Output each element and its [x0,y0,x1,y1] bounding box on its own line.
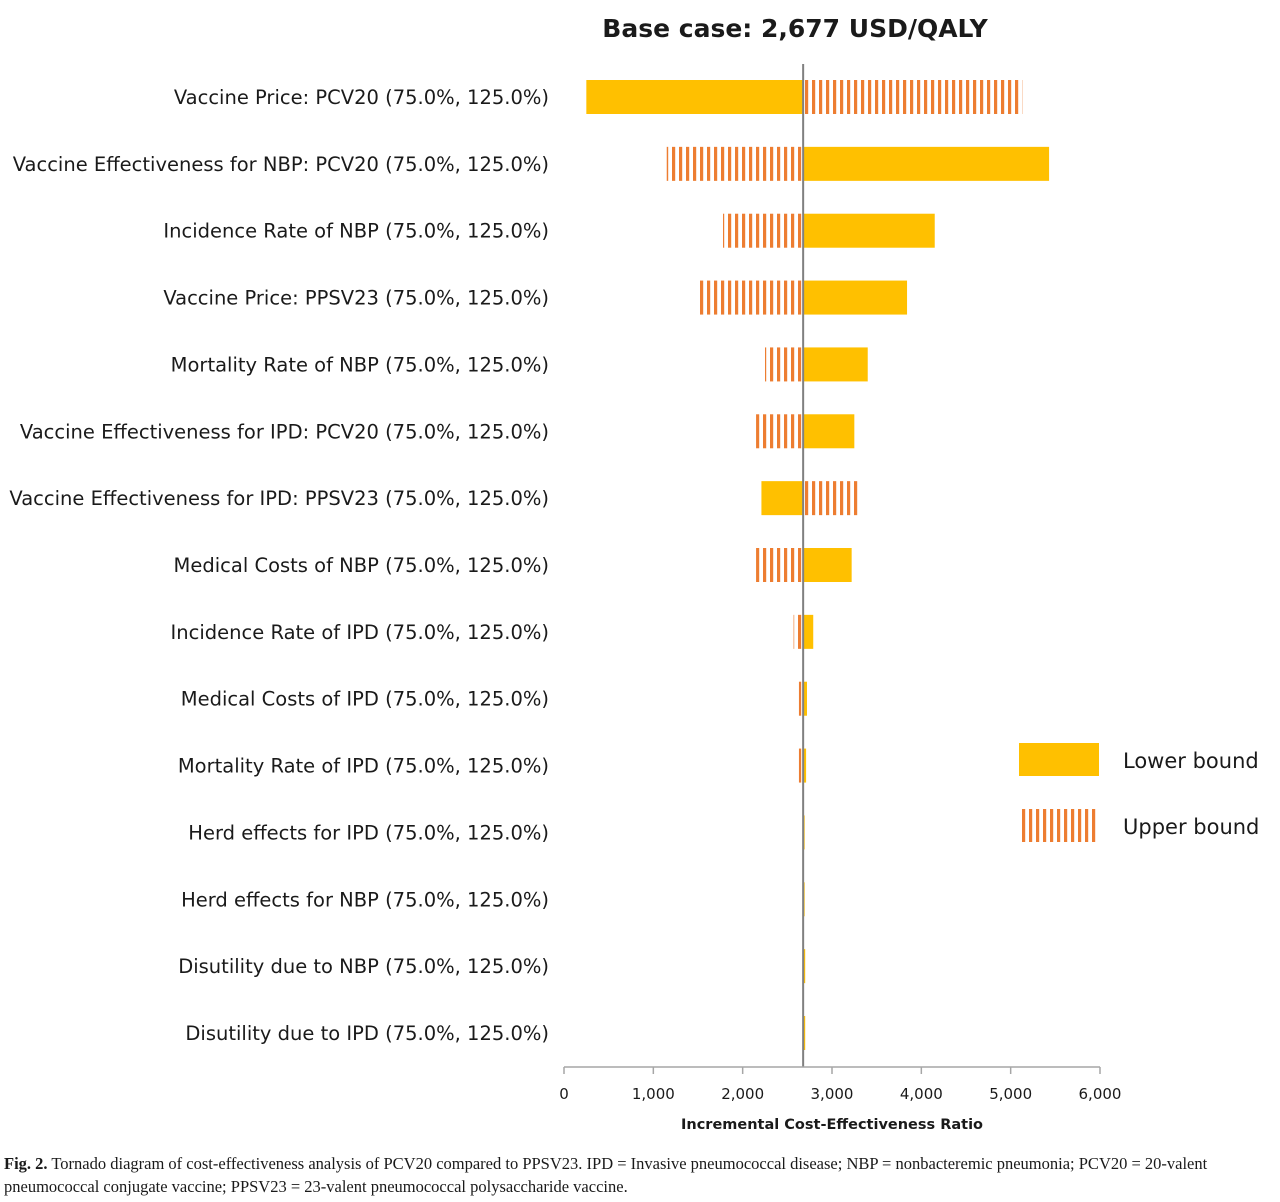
bar-upper-2 [723,213,804,248]
category-label-0: Vaccine Price: PCV20 (75.0%, 125.0%) [174,86,549,109]
category-label-13: Disutility due to NBP (75.0%, 125.0%) [178,955,549,978]
bar-lower-4 [803,347,868,382]
x-tick-label-3: 3,000 [811,1085,854,1103]
bar-upper-5 [756,414,804,449]
bar-lower-2 [803,213,935,248]
legend-upper-label: Upper bound [1123,815,1259,839]
x-tick-label-0: 0 [559,1085,569,1103]
x-tick-label-2: 2,000 [721,1085,764,1103]
x-tick-label-1: 1,000 [632,1085,675,1103]
category-label-4: Mortality Rate of NBP (75.0%, 125.0%) [171,353,549,376]
category-label-5: Vaccine Effectiveness for IPD: PCV20 (75… [20,420,549,443]
bar-lower-10 [803,748,807,783]
category-label-1: Vaccine Effectiveness for NBP: PCV20 (75… [13,153,549,176]
figure-caption: Fig. 2. Tornado diagram of cost-effectiv… [4,1152,1276,1198]
bar-lower-3 [803,280,908,315]
x-tick-label-4: 4,000 [900,1085,943,1103]
bar-upper-3 [699,280,804,315]
bar-upper-7 [756,548,804,582]
category-label-7: Medical Costs of NBP (75.0%, 125.0%) [174,554,549,577]
x-tick-label-6: 6,000 [1079,1085,1122,1103]
category-label-12: Herd effects for NBP (75.0%, 125.0%) [181,888,549,911]
caption-text: Tornado diagram of cost-effectiveness an… [4,1154,1208,1196]
category-label-10: Mortality Rate of IPD (75.0%, 125.0%) [178,755,549,778]
category-label-8: Incidence Rate of IPD (75.0%, 125.0%) [171,621,549,644]
bar-lower-8 [803,614,814,649]
bar-lower-5 [803,414,855,449]
legend-lower-label: Lower bound [1123,749,1259,773]
category-label-9: Medical Costs of IPD (75.0%, 125.0%) [181,688,549,711]
bar-upper-10 [798,748,804,783]
legend-lower-swatch [1019,743,1099,776]
bar-upper-6 [803,481,861,516]
tornado-chart: Base case: 2,677 USD/QALY Vaccine Price:… [9,14,1259,1133]
bar-lower-14 [803,1016,806,1050]
x-tick-label-5: 5,000 [989,1085,1032,1103]
bar-upper-4 [765,347,804,382]
category-label-14: Disutility due to IPD (75.0%, 125.0%) [185,1022,549,1045]
category-labels: Vaccine Price: PCV20 (75.0%, 125.0%) Vacc… [9,86,549,1045]
category-label-3: Vaccine Price: PPSV23 (75.0%, 125.0%) [163,287,549,310]
category-label-2: Incidence Rate of NBP (75.0%, 125.0%) [163,220,549,243]
bar-lower-0 [586,80,804,114]
bar-lower-6 [761,481,804,516]
bar-lower-13 [803,949,806,984]
category-label-6: Vaccine Effectiveness for IPD: PPSV23 (7… [9,487,549,510]
bars-group [586,64,1050,1067]
x-axis-title: Incremental Cost-Effectiveness Ratio [681,1117,983,1133]
bar-lower-7 [803,548,852,582]
caption-label: Fig. 2. [4,1154,48,1173]
legend-upper-swatch [1019,809,1099,842]
bar-upper-8 [793,614,804,649]
chart-title: Base case: 2,677 USD/QALY [602,14,988,43]
bar-lower-9 [803,681,807,716]
bar-lower-1 [803,146,1050,181]
x-axis: 0 1,000 2,000 3,000 4,000 5,000 6,000 [559,1066,1122,1103]
bar-upper-9 [798,681,804,716]
bar-upper-0 [803,80,1023,114]
category-label-11: Herd effects for IPD (75.0%, 125.0%) [188,821,549,844]
bar-upper-1 [666,146,804,181]
legend: Lower bound Upper bound [1019,743,1259,842]
